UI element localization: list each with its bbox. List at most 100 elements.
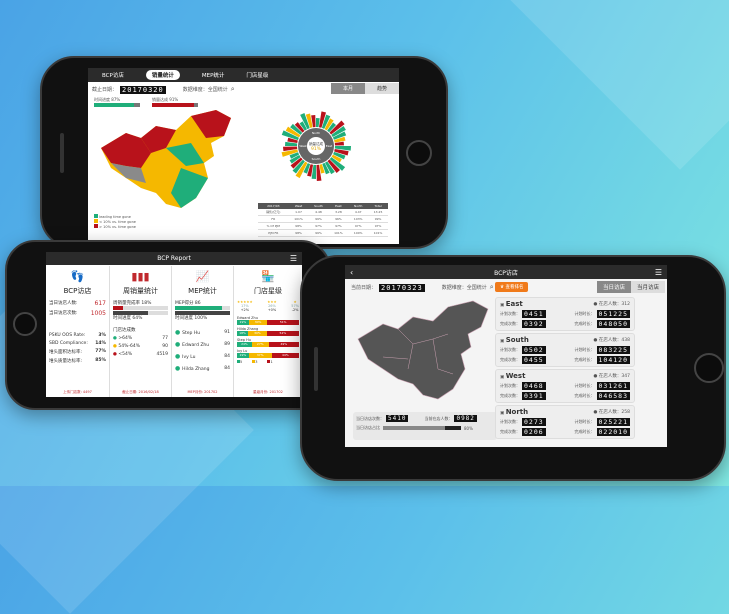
radial-segment[interactable] — [311, 115, 316, 128]
radial-segment[interactable] — [292, 159, 305, 174]
radial-segment[interactable] — [285, 141, 298, 146]
person: ● Edward Zhu — [175, 341, 209, 348]
star-person[interactable]: Hilda Zhang 18% 30% 52% — [237, 327, 299, 336]
radial-sales-chart[interactable]: 销量达成 91% North East South West — [266, 96, 366, 196]
radial-segment[interactable] — [290, 157, 303, 169]
search-icon[interactable]: ⌕ — [489, 283, 494, 291]
radial-segment[interactable] — [329, 120, 345, 135]
radial-segment[interactable] — [329, 157, 346, 171]
table-cell: 1.07 — [295, 210, 302, 214]
legend-swatch-red — [94, 224, 98, 228]
star-person[interactable]: Step Hu 24% 27% 49% — [237, 338, 299, 347]
table-cell: 98% — [295, 231, 302, 235]
tab-sales[interactable]: 销量统计 — [145, 70, 180, 80]
mep-person-row[interactable]: ● Hilda Zhang 84 — [175, 365, 230, 372]
radial-segment[interactable] — [331, 154, 342, 163]
radial-segment[interactable] — [327, 159, 341, 174]
mep-person-row[interactable]: ● Ivy Lu 84 — [175, 353, 230, 360]
radial-segment[interactable] — [334, 148, 349, 156]
radial-segment[interactable] — [295, 161, 308, 179]
radial-segment[interactable] — [325, 161, 335, 175]
person: ● Step Hu — [175, 329, 200, 336]
radial-segment[interactable] — [332, 131, 347, 140]
radial-segment[interactable] — [334, 146, 351, 151]
radial-segment[interactable] — [289, 152, 300, 159]
radial-segment[interactable] — [281, 130, 299, 141]
star-person[interactable]: Ivy Lu 19% 37% 44% — [237, 349, 299, 358]
menu-icon[interactable]: ☰ — [289, 254, 297, 263]
mep-person-row[interactable]: ● Step Hu 91 — [175, 329, 230, 336]
radial-segment[interactable] — [318, 111, 327, 128]
radial-segment[interactable] — [319, 164, 325, 174]
tab-bcp[interactable]: BCP访店 — [102, 73, 124, 79]
date-value[interactable]: 20170323 — [379, 283, 425, 292]
search-icon[interactable]: ⌕ — [230, 85, 235, 93]
radial-segment[interactable] — [281, 149, 298, 157]
table-cell: 101% — [334, 231, 343, 235]
mep-person-row[interactable]: ● Edward Zhu 89 — [175, 341, 230, 348]
region-card-east[interactable]: ▣ East ● 在店人数：312 计划次数： 0451 计划时长： 051225 完成次数… — [495, 297, 635, 331]
menu-icon[interactable]: ☰ — [654, 267, 662, 277]
radial-segment[interactable] — [289, 155, 301, 164]
date-value[interactable]: 20170320 — [120, 85, 166, 94]
radial-segment[interactable] — [287, 137, 298, 144]
radial-segment[interactable] — [303, 163, 311, 174]
radial-segment[interactable] — [299, 121, 307, 131]
present-label: 当前在店人数： — [424, 415, 453, 421]
table-cell: 99% — [315, 231, 322, 235]
speaker — [314, 347, 318, 391]
radial-segment[interactable] — [333, 151, 346, 160]
radial-segment[interactable] — [331, 126, 346, 137]
radial-segment[interactable] — [327, 122, 337, 133]
tab-store-star[interactable]: 门店星级 — [246, 73, 269, 79]
home-button[interactable] — [694, 353, 724, 383]
visits-value: 1005 — [90, 310, 106, 317]
radial-segment[interactable] — [305, 113, 313, 128]
radial-segment[interactable] — [324, 118, 334, 131]
person-name: Edward Zhu — [237, 316, 258, 320]
avatar-icon: ● — [175, 365, 183, 372]
table-header-cell: North — [354, 204, 363, 208]
kpi-value: 14% — [95, 341, 106, 346]
radial-segment[interactable] — [321, 114, 331, 129]
radial-segment[interactable] — [307, 164, 314, 177]
bar-segment: 30% — [248, 320, 268, 325]
table-cell: 96% — [335, 217, 342, 221]
radial-segment[interactable] — [316, 164, 322, 181]
plan-count: 计划次数： 0273 — [500, 418, 546, 426]
china-sales-map[interactable] — [96, 108, 246, 218]
radial-segment[interactable] — [311, 164, 316, 179]
present-label: 在店人数：438 — [598, 338, 630, 343]
radial-segment[interactable] — [322, 162, 330, 175]
kpi-row: 堆头质量达标率: 85% — [49, 358, 106, 364]
radial-segment[interactable] — [334, 141, 344, 146]
rank-button[interactable]: ♛ 查看排名 — [495, 282, 529, 292]
dimension-label[interactable]: 数据维度：全国统计 — [441, 285, 487, 291]
toggle-trend[interactable]: 趋势 — [364, 83, 399, 94]
table-cell: 97% — [374, 224, 382, 228]
field-value: 0206 — [522, 428, 546, 436]
radial-segment[interactable] — [316, 118, 320, 128]
legend-item: 3 — [252, 360, 257, 364]
toggle-month[interactable]: 当月访店 — [630, 281, 665, 293]
home-button[interactable] — [13, 312, 37, 336]
screen: ‹ BCP访店 ☰ 当前日期： 20170323 数据维度：全国统计 ⌕ 当日访… — [345, 265, 667, 447]
home-button[interactable] — [406, 140, 432, 166]
radial-segment[interactable] — [283, 146, 298, 152]
radial-segment[interactable] — [294, 122, 305, 133]
toggle-today[interactable]: 当日访店 — [596, 281, 631, 293]
toggle-month[interactable]: 本月 — [330, 83, 365, 94]
china-store-map[interactable] — [353, 299, 503, 409]
star-person[interactable]: Edward Zhu 19% 30% 51% — [237, 316, 299, 325]
tab-mep[interactable]: MEP统计 — [201, 73, 225, 79]
region-card-west[interactable]: ▣ West ● 在店人数：347 计划次数： 0468 计划时长： 031261 完成次数… — [495, 369, 635, 403]
region-card-south[interactable]: ▣ South ● 在店人数：438 计划次数： 0502 计划时长： 083225 完成次… — [495, 333, 635, 367]
legend-item: 5 — [237, 360, 242, 364]
radial-segment[interactable] — [300, 112, 310, 130]
radial-segment[interactable] — [290, 123, 303, 135]
region-card-north[interactable]: ▣ North ● 在店人数：258 计划次数： 0273 计划时长： 025221 完成次… — [495, 405, 635, 439]
dimension-label[interactable]: 数据维度：全国统计 — [182, 87, 228, 93]
radial-segment[interactable] — [334, 136, 346, 143]
radial-segment[interactable] — [285, 126, 301, 138]
back-icon[interactable]: ‹ — [350, 267, 354, 277]
